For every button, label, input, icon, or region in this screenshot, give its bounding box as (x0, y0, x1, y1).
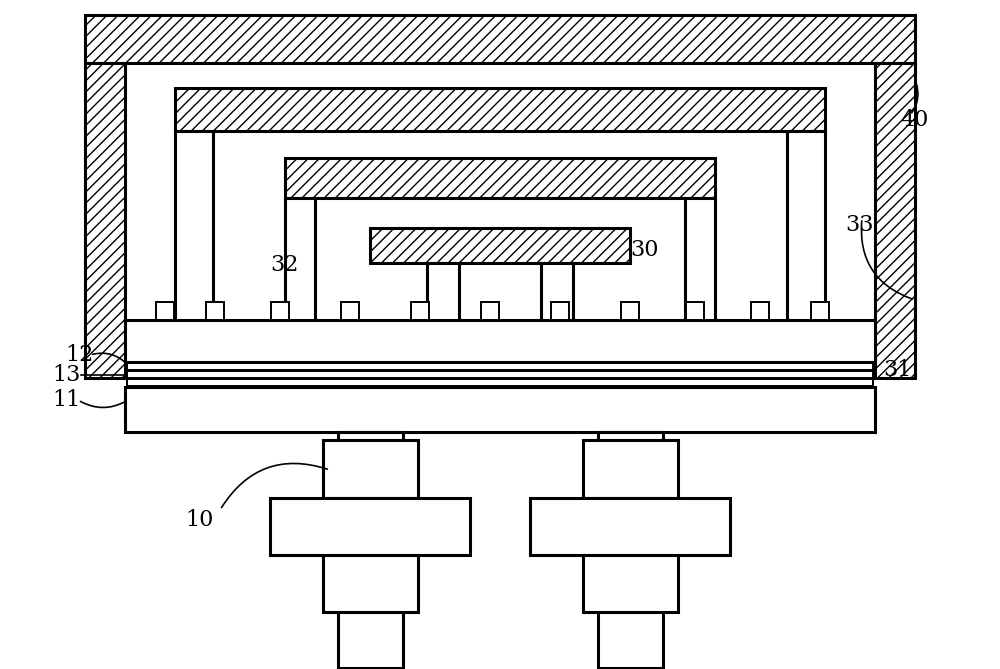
Bar (551, 302, 569, 320)
Bar (322, 555, 418, 612)
Bar (175, 131, 213, 321)
Text: 40: 40 (900, 109, 928, 131)
Bar (127, 363, 873, 370)
Bar (541, 263, 573, 321)
Bar (341, 302, 359, 320)
Text: 10: 10 (185, 509, 213, 531)
Bar (156, 302, 174, 320)
Bar (285, 158, 715, 198)
Bar (427, 263, 459, 321)
Bar (598, 432, 662, 668)
Bar (127, 379, 873, 386)
Bar (175, 88, 825, 131)
Bar (582, 440, 678, 498)
Bar (875, 63, 915, 378)
Bar (85, 15, 915, 63)
Text: 33: 33 (845, 214, 874, 236)
Bar (582, 555, 678, 612)
Bar (370, 228, 630, 263)
Bar (686, 302, 704, 320)
Bar (481, 302, 499, 320)
Text: 12: 12 (65, 344, 93, 366)
Bar (270, 498, 470, 555)
Text: 31: 31 (883, 359, 911, 381)
Bar (127, 371, 873, 378)
Bar (322, 440, 418, 498)
Bar (85, 63, 125, 378)
Bar (271, 302, 289, 320)
Text: 11: 11 (52, 389, 80, 411)
Bar (751, 302, 769, 320)
Bar (621, 302, 639, 320)
Bar (685, 198, 715, 323)
Bar (285, 198, 315, 323)
Bar (338, 432, 402, 668)
Text: 13: 13 (52, 364, 80, 386)
Text: 32: 32 (270, 254, 298, 276)
Bar (125, 320, 875, 362)
Bar (125, 387, 875, 432)
Bar (206, 302, 224, 320)
Bar (411, 302, 429, 320)
Bar (811, 302, 829, 320)
Bar (787, 131, 825, 321)
Bar (530, 498, 730, 555)
Text: 30: 30 (630, 239, 658, 261)
